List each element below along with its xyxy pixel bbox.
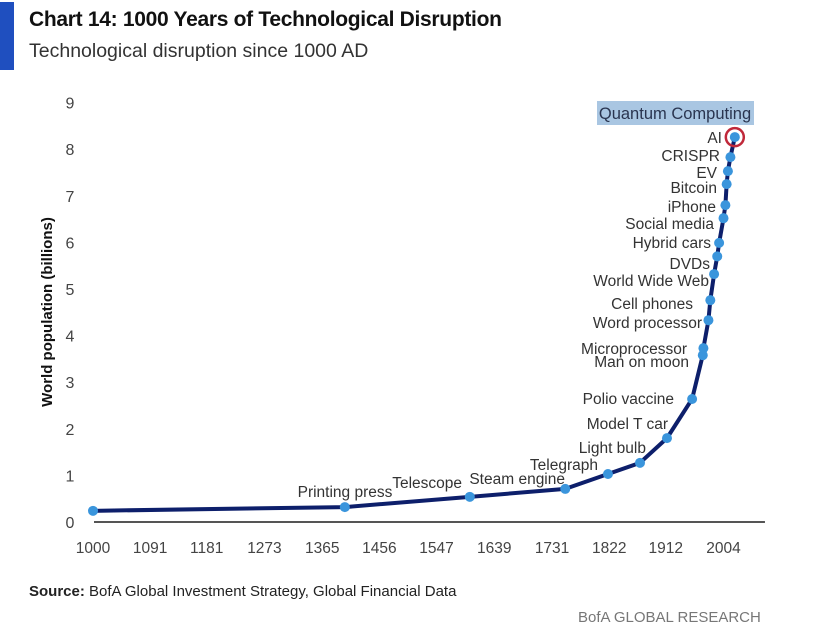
event-label: EV <box>696 165 717 182</box>
x-tick-label: 1273 <box>247 540 281 557</box>
event-label: AI <box>707 130 722 147</box>
event-label: Microprocessor <box>581 341 687 358</box>
event-label: Word processor <box>593 315 702 332</box>
annotation-quantum-computing: Quantum Computing <box>599 105 751 123</box>
data-point-model-t-car <box>661 433 672 444</box>
y-tick-label: 4 <box>66 329 75 346</box>
data-point-bitcoin <box>721 179 732 190</box>
brand-label: BofA GLOBAL RESEARCH <box>578 609 761 626</box>
y-axis-label: World population (billions) <box>39 217 56 407</box>
x-tick-label: 1731 <box>535 540 569 557</box>
y-tick-label: 9 <box>66 96 75 113</box>
data-point-ev <box>722 166 733 177</box>
event-label: Steam engine <box>469 471 565 488</box>
data-point-telescope <box>464 491 475 502</box>
event-label: Polio vaccine <box>583 391 674 408</box>
y-tick-label: 0 <box>66 515 75 532</box>
data-point-crispr <box>725 152 736 163</box>
data-point-hybrid-cars <box>714 237 725 248</box>
x-tick-label: 1639 <box>477 540 511 557</box>
data-point-iphone <box>720 200 731 211</box>
x-tick-label: 1091 <box>133 540 167 557</box>
event-label: Light bulb <box>579 440 646 457</box>
data-point-dvds <box>712 251 723 262</box>
data-point-light-bulb <box>634 457 645 468</box>
x-tick-label: 1456 <box>362 540 396 557</box>
event-label: Telescope <box>392 475 462 492</box>
source-note: Source: BofA Global Investment Strategy,… <box>29 583 456 600</box>
y-tick-label: 1 <box>66 468 75 485</box>
x-tick-label: 1181 <box>190 540 223 557</box>
data-point-social-media <box>718 213 729 224</box>
data-point-telegraph <box>602 469 613 480</box>
event-label: Social media <box>625 216 714 233</box>
y-tick-label: 3 <box>66 375 75 392</box>
data-point-ai <box>729 132 740 143</box>
event-label: Bitcoin <box>670 180 717 197</box>
annotation-highlight <box>597 101 754 125</box>
event-label: Printing press <box>298 484 393 501</box>
y-tick-label: 8 <box>66 142 75 159</box>
data-point-microprocessor <box>698 343 709 354</box>
accent-bar <box>0 2 14 70</box>
event-label: CRISPR <box>661 148 720 165</box>
data-point-printing-press <box>339 502 350 513</box>
data-point-steam-engine <box>560 483 571 494</box>
x-tick-label: 1912 <box>648 540 682 557</box>
event-label: Cell phones <box>611 296 693 313</box>
x-tick-label: 1365 <box>305 540 339 557</box>
event-label: World Wide Web <box>593 273 709 290</box>
x-tick-label: 2004 <box>706 540 741 557</box>
data-point-cell-phones <box>705 295 716 306</box>
event-label: Man on moon <box>594 354 689 371</box>
event-label: Model T car <box>587 416 668 433</box>
highlight-circle <box>724 126 746 148</box>
chart-subtitle: Technological disruption since 1000 AD <box>29 40 369 62</box>
y-tick-label: 5 <box>66 282 75 299</box>
source-text: BofA Global Investment Strategy, Global … <box>89 583 457 600</box>
x-tick-label: 1000 <box>76 540 111 557</box>
event-label: DVDs <box>670 256 711 273</box>
data-point-polio-vaccine <box>687 393 698 404</box>
source-label: Source: <box>29 583 85 600</box>
x-tick-label: 1547 <box>419 540 453 557</box>
data-point-start <box>88 505 98 516</box>
event-label: Telegraph <box>530 457 598 474</box>
y-tick-label: 7 <box>66 189 75 206</box>
x-tick-label: 1822 <box>592 540 626 557</box>
chart-title: Chart 14: 1000 Years of Technological Di… <box>29 8 502 31</box>
y-tick-label: 2 <box>66 422 75 439</box>
data-point-world-wide-web <box>709 269 720 280</box>
data-point-word-processor <box>703 315 714 326</box>
event-label: Hybrid cars <box>633 235 712 252</box>
y-tick-label: 6 <box>66 235 75 252</box>
event-label: iPhone <box>668 199 716 216</box>
